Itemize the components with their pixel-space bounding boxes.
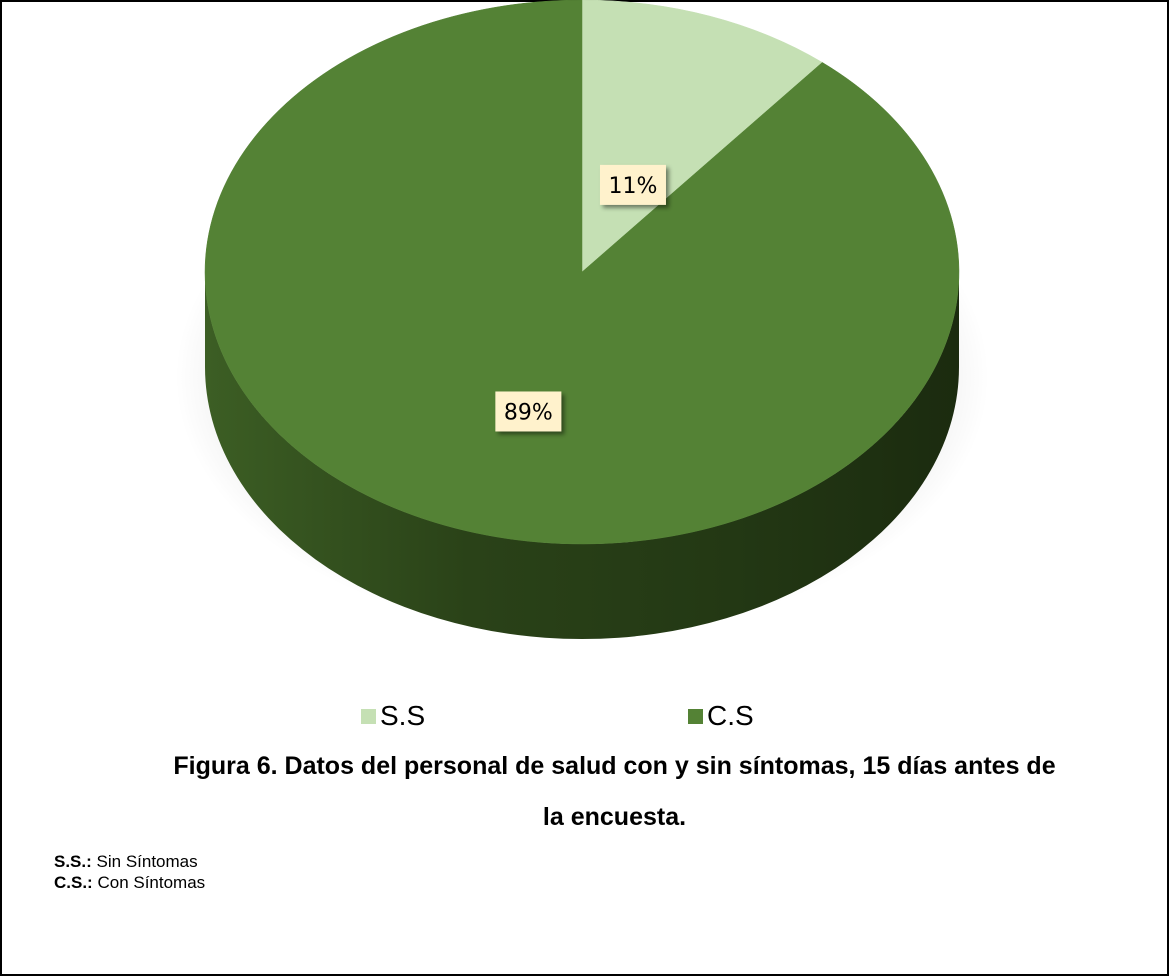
legend-item-ss: S.S [361, 700, 425, 732]
note-cs-text: Con Síntomas [92, 873, 206, 892]
chart-legend: S.S C.S [0, 700, 1169, 736]
data-label-text-cs: 89% [504, 400, 553, 425]
note-ss-abbr: S.S.: [54, 852, 92, 871]
data-label-box-cs [495, 391, 562, 432]
caption-line-1: Figura 6. Datos del personal de salud co… [173, 752, 1056, 780]
legend-label-cs: C.S [707, 700, 754, 731]
legend-swatch-ss [361, 708, 376, 724]
note-cs: C.S.: Con Síntomas [54, 872, 205, 893]
note-ss-text: Sin Síntomas [91, 852, 198, 871]
legend-swatch-cs [688, 708, 703, 724]
pie-side-cs [205, 272, 959, 639]
pie-chart: 11% 89% [175, 0, 989, 639]
figure-caption: Figura 6. Datos del personal de salud co… [60, 741, 1169, 843]
note-ss: S.S.: Sin Síntomas [54, 851, 205, 872]
legend-label-ss: S.S [380, 700, 426, 731]
caption-line-2: la encuesta. [542, 803, 687, 831]
data-label-ss: 11% [599, 164, 666, 205]
data-label-box-ss [599, 164, 666, 205]
data-label-cs: 89% [495, 391, 562, 432]
abbreviation-notes: S.S.: Sin Síntomas C.S.: Con Síntomas [54, 851, 205, 893]
legend-item-cs: C.S [688, 700, 754, 732]
note-cs-abbr: C.S.: [54, 873, 93, 892]
data-label-text-ss: 11% [609, 174, 658, 199]
pie-slice-cs [204, 0, 960, 545]
